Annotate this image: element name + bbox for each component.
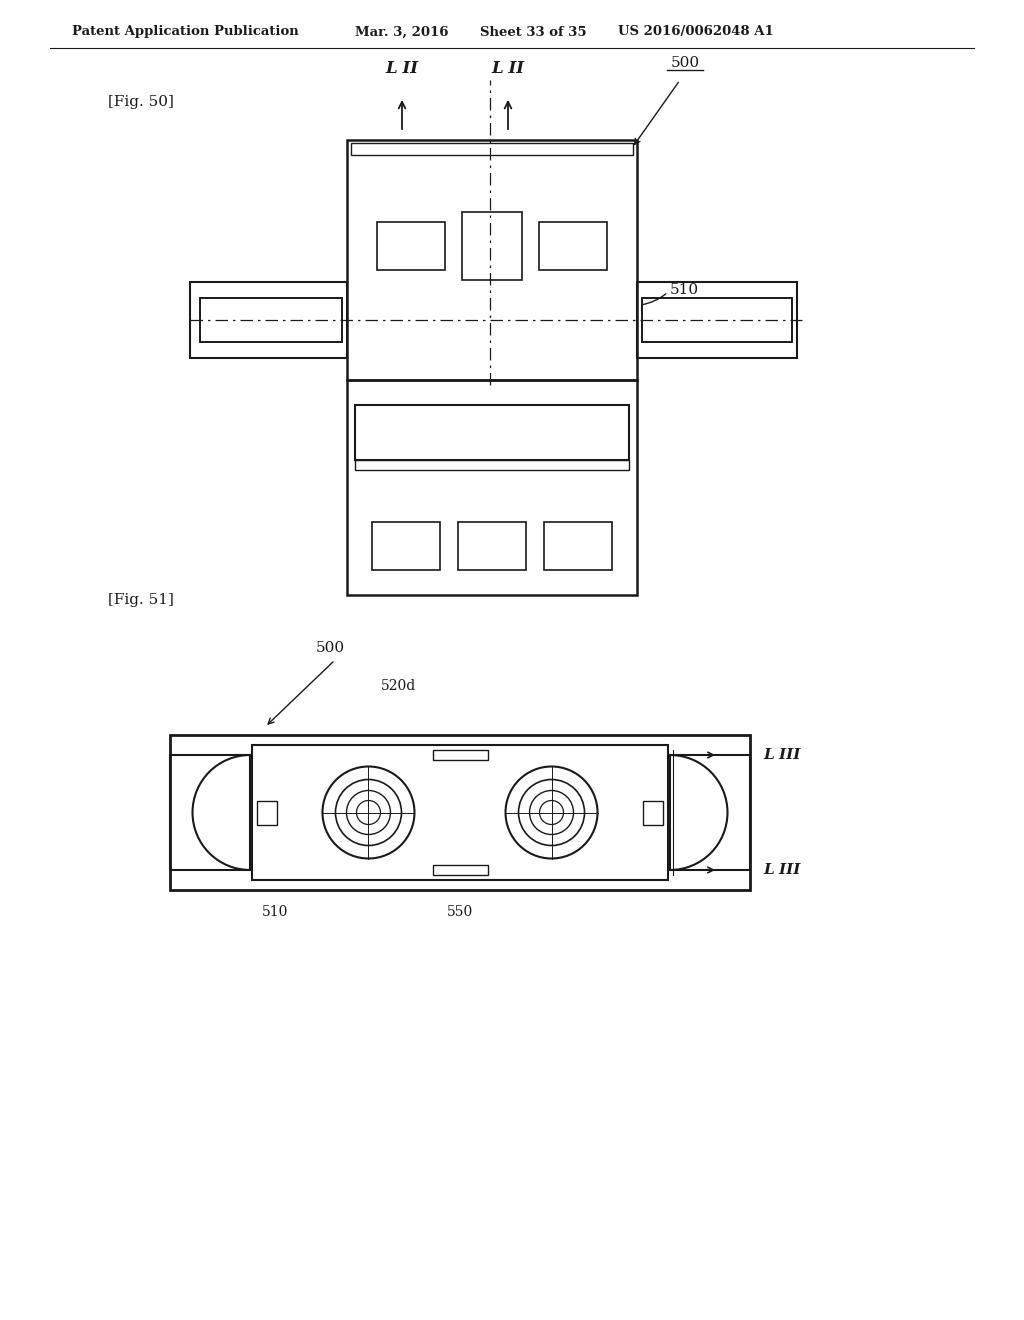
Text: 550: 550	[446, 906, 473, 919]
Bar	[355, 405, 629, 459]
Text: 510: 510	[262, 906, 289, 919]
Bar	[200, 298, 342, 342]
Bar	[462, 213, 522, 280]
Bar	[642, 298, 792, 342]
Text: L II: L II	[492, 59, 524, 77]
Bar	[432, 750, 487, 760]
Bar	[637, 282, 797, 358]
Bar	[544, 521, 612, 570]
Bar	[347, 380, 637, 595]
Text: 520d: 520d	[381, 678, 416, 693]
Text: 500: 500	[671, 55, 699, 70]
Bar	[252, 744, 668, 880]
Bar	[347, 140, 637, 380]
Text: [Fig. 50]: [Fig. 50]	[108, 95, 174, 110]
Bar	[170, 755, 250, 870]
Text: [Fig. 51]: [Fig. 51]	[108, 593, 174, 607]
Bar	[170, 735, 750, 890]
Text: Mar. 3, 2016: Mar. 3, 2016	[355, 25, 449, 38]
Bar	[372, 521, 440, 570]
Bar	[377, 222, 445, 271]
Text: Patent Application Publication: Patent Application Publication	[72, 25, 299, 38]
Text: 510: 510	[670, 282, 699, 297]
Bar	[355, 459, 629, 470]
Text: L II: L II	[385, 59, 419, 77]
Bar	[539, 222, 607, 271]
Text: US 2016/0062048 A1: US 2016/0062048 A1	[618, 25, 774, 38]
Bar	[190, 282, 347, 358]
Bar	[643, 800, 663, 825]
Bar	[642, 298, 792, 342]
Bar	[432, 865, 487, 875]
Text: L III: L III	[763, 863, 801, 876]
Bar	[200, 298, 342, 342]
Text: 500: 500	[315, 642, 344, 655]
Bar	[458, 521, 526, 570]
Bar	[351, 143, 633, 154]
Text: Sheet 33 of 35: Sheet 33 of 35	[480, 25, 587, 38]
Text: L III: L III	[763, 748, 801, 762]
Bar	[257, 800, 278, 825]
Bar	[670, 755, 750, 870]
